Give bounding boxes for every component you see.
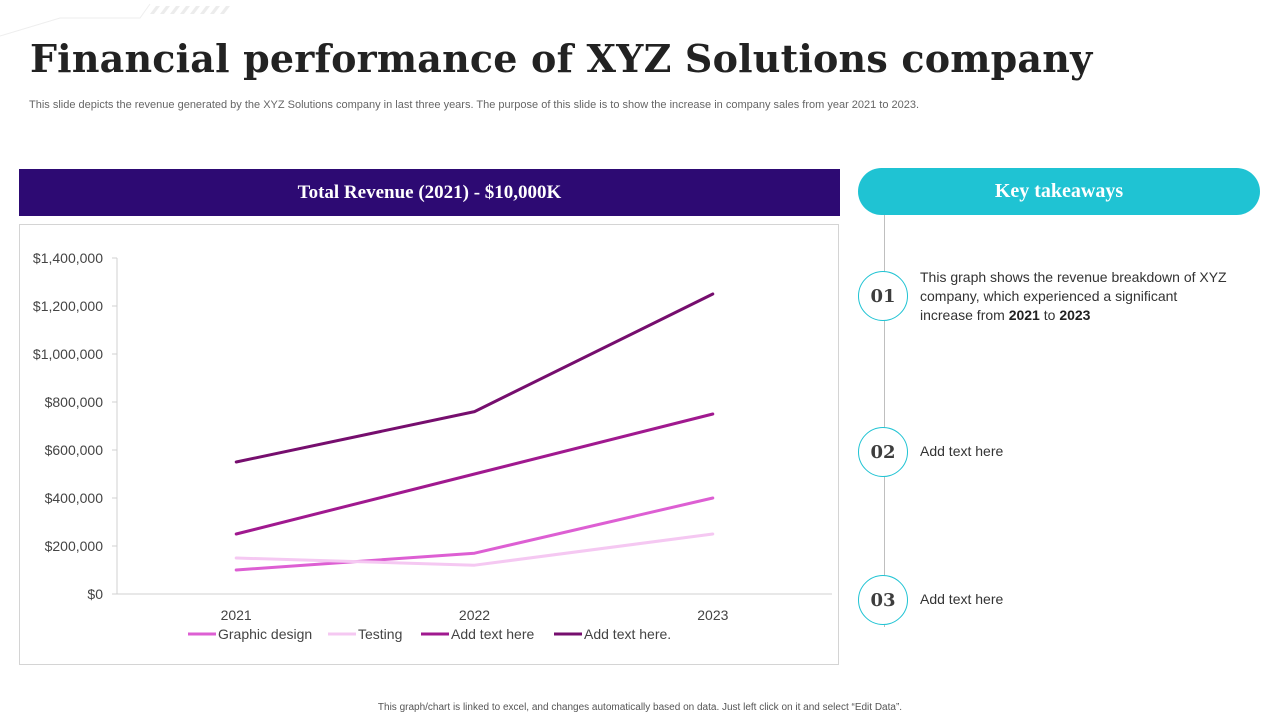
series-line-2 [234,532,715,567]
takeaway-year-to: 2023 [1059,307,1091,323]
takeaway-text-02: Add text here [920,443,1004,459]
page-title: Financial performance of XYZ Solutions c… [30,36,1093,81]
x-tick-label: 2023 [697,607,728,623]
page-subtitle: This slide depicts the revenue generated… [29,99,920,111]
chart-container[interactable]: $0 $200,000 $400,000 $600,000 $800,000 $1,000… [19,224,839,665]
key-takeaways-header: Key takeaways [858,168,1260,215]
legend-label-3: Add text here [451,626,534,642]
legend-label-1: Graphic design [218,626,312,642]
takeaway-text-03: Add text here [920,591,1004,607]
legend-label-4: Add text here. [584,626,671,642]
takeaway-text-01-pre: This graph shows the revenue breakdown o… [920,269,1227,323]
y-tick-label: $800,000 [45,394,104,410]
timeline-line [884,215,885,627]
x-tick-label: 2022 [459,607,490,623]
takeaway-text-01: This graph shows the revenue breakdown o… [920,268,1230,325]
y-tick-label: $400,000 [45,490,104,506]
legend-label-2: Testing [358,626,402,642]
y-tick-label: $1,200,000 [33,298,103,314]
footer-note: This graph/chart is linked to excel, and… [377,702,903,713]
y-tick-label: $0 [87,586,103,602]
takeaway-number-01: 01 [858,271,908,321]
takeaway-year-from: 2021 [1008,307,1040,323]
takeaway-text-01-mid: to [1039,307,1060,323]
series-line-4 [234,292,715,464]
y-tick-label: $600,000 [45,442,104,458]
x-tick-label: 2021 [221,607,252,623]
y-tick-label: $1,000,000 [33,346,103,362]
takeaway-number-03: 03 [858,575,908,625]
y-tick-label: $200,000 [45,538,104,554]
takeaway-number-02: 02 [858,427,908,477]
chart-header: Total Revenue (2021) - $10,000K [19,169,840,216]
line-chart: $0 $200,000 $400,000 $600,000 $800,000 $1,000… [33,250,832,642]
decorative-stripes [0,3,230,37]
y-tick-label: $1,400,000 [33,250,103,266]
